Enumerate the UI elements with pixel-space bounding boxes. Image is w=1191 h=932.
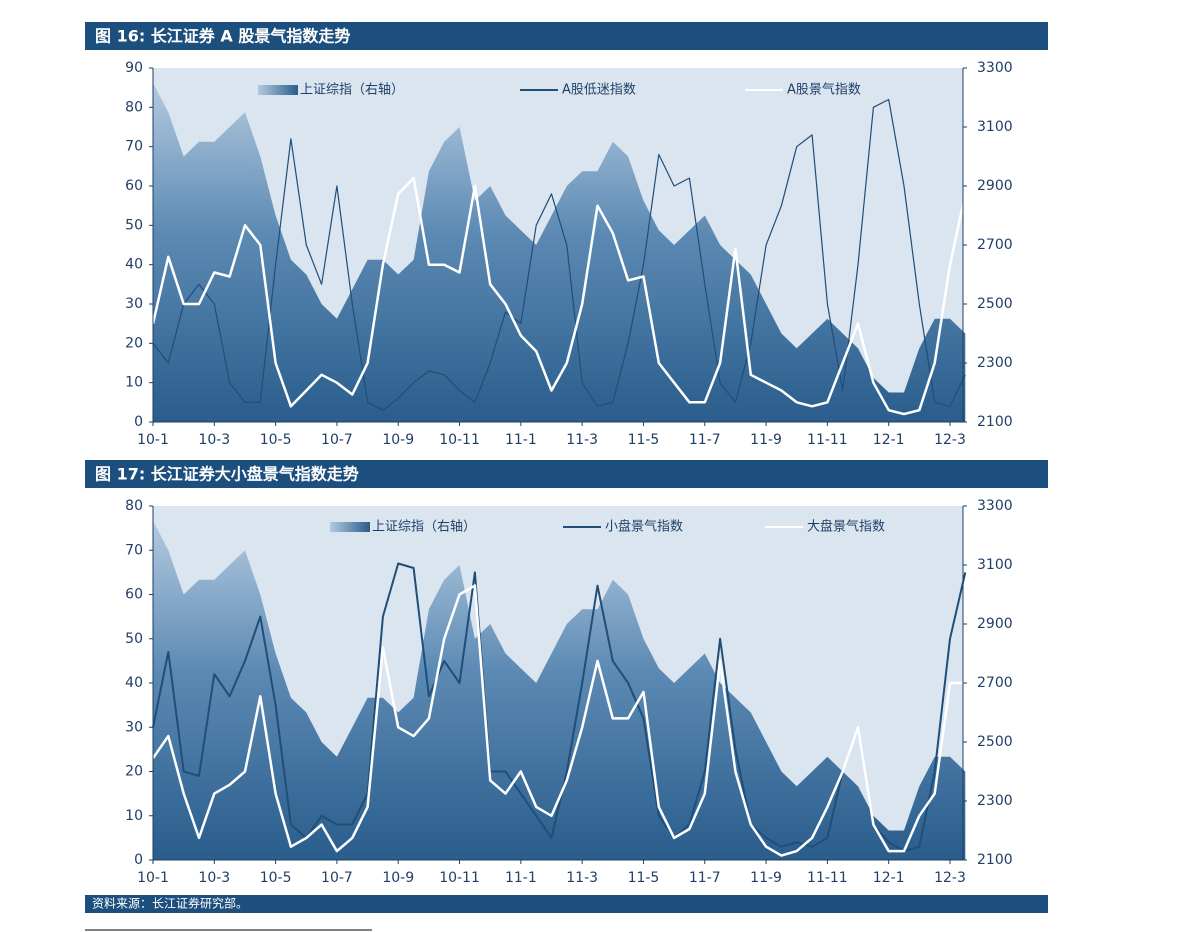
y-tick-label: 40 [125,257,143,273]
y-tick-label: 60 [125,587,143,603]
x-tick-label: 11-11 [807,870,848,886]
y2-tick-label: 3300 [977,60,1013,76]
y-tick-label: 70 [125,139,143,155]
y2-tick-label: 2500 [977,734,1013,750]
x-tick-label: 11-7 [689,432,721,448]
x-tick-label: 11-9 [750,870,782,886]
area [153,82,966,423]
y2-tick-label: 3100 [977,557,1013,573]
x-tick-label: 12-3 [934,432,966,448]
y-tick-label: 80 [125,99,143,115]
x-tick-label: 10-5 [260,432,292,448]
legend-label: 大盘景气指数 [807,519,885,535]
x-tick-label: 10-3 [198,432,230,448]
x-tick-label: 12-3 [934,870,966,886]
source-bar [85,895,1048,913]
y-tick-label: 50 [125,217,143,233]
x-tick-label: 10-11 [439,870,480,886]
x-tick-label: 11-3 [566,870,598,886]
series-line [151,584,966,857]
y2-tick-label: 2900 [977,178,1013,194]
y2-tick-label: 2700 [977,675,1013,691]
x-tick-label: 10-7 [321,870,353,886]
x-tick-label: 11-1 [505,432,537,448]
chart-title: 图 16: 长江证券 A 股景气指数走势 [95,27,350,46]
x-tick-label: 10-1 [137,870,169,886]
y-tick-label: 0 [134,852,143,868]
x-tick-label: 10-7 [321,432,353,448]
y-tick-label: 10 [125,375,143,391]
legend-label: 小盘景气指数 [605,519,683,535]
legend-label: 上证综指（右轴） [372,520,476,535]
y2-tick-label: 2300 [977,793,1013,809]
y-tick-label: 60 [125,178,143,194]
x-tick-label: 11-7 [689,870,721,886]
legend-swatch [330,522,370,532]
x-tick-label: 11-5 [628,870,660,886]
x-tick-label: 10-3 [198,870,230,886]
y2-tick-label: 2900 [977,616,1013,632]
y-tick-label: 10 [125,808,143,824]
title-bar [85,460,1048,488]
x-tick-label: 11-3 [566,432,598,448]
y-tick-label: 80 [125,498,143,514]
x-tick-label: 10-1 [137,432,169,448]
x-tick-label: 11-5 [628,432,660,448]
y-tick-label: 20 [125,764,143,780]
x-tick-label: 11-11 [807,432,848,448]
legend-label: A股低迷指数 [562,83,636,98]
series-line [152,562,967,853]
y2-tick-label: 2100 [977,414,1013,430]
title-bar [85,22,1048,50]
x-tick-label: 10-9 [382,870,414,886]
series-line [151,176,967,416]
y-tick-label: 70 [125,542,143,558]
legend-swatch [258,85,298,95]
series-line [152,98,966,411]
chart-title: 图 17: 长江证券大小盘景气指数走势 [95,465,359,484]
y2-tick-label: 2500 [977,296,1013,312]
x-tick-label: 11-1 [505,870,537,886]
y2-tick-label: 3100 [977,119,1013,135]
x-tick-label: 10-11 [439,432,480,448]
source: 资料来源：长江证券研究部。 [92,896,248,911]
area [153,520,966,860]
legend-label: 上证综指（右轴） [300,83,404,98]
y2-tick-label: 2700 [977,237,1013,253]
y-tick-label: 30 [125,296,143,312]
y-tick-label: 20 [125,335,143,351]
y-tick-label: 40 [125,675,143,691]
x-tick-label: 10-5 [260,870,292,886]
y-tick-label: 0 [134,414,143,430]
y-tick-label: 30 [125,719,143,735]
x-tick-label: 12-1 [873,432,905,448]
legend-label: A股景气指数 [787,82,861,98]
x-tick-label: 10-9 [382,432,414,448]
y2-tick-label: 2100 [977,852,1013,868]
y-tick-label: 50 [125,631,143,647]
x-tick-label: 11-9 [750,432,782,448]
y2-tick-label: 3300 [977,498,1013,514]
y-tick-label: 90 [125,60,143,76]
y2-tick-label: 2300 [977,355,1013,371]
x-tick-label: 12-1 [873,870,905,886]
